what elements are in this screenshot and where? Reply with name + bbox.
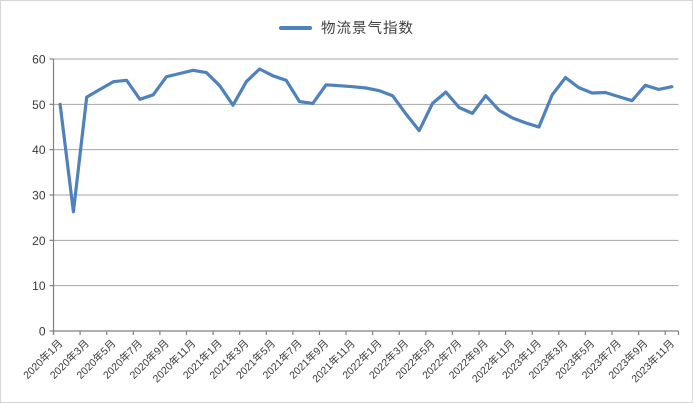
y-tick-label: 0 (39, 325, 46, 339)
y-tick-label: 50 (32, 98, 46, 112)
y-tick-label: 20 (32, 234, 46, 248)
series-line (58, 67, 674, 214)
y-tick-label: 10 (32, 279, 46, 293)
y-tick-label: 60 (32, 53, 46, 67)
y-tick-label: 30 (32, 189, 46, 203)
y-tick-label: 40 (32, 143, 46, 157)
